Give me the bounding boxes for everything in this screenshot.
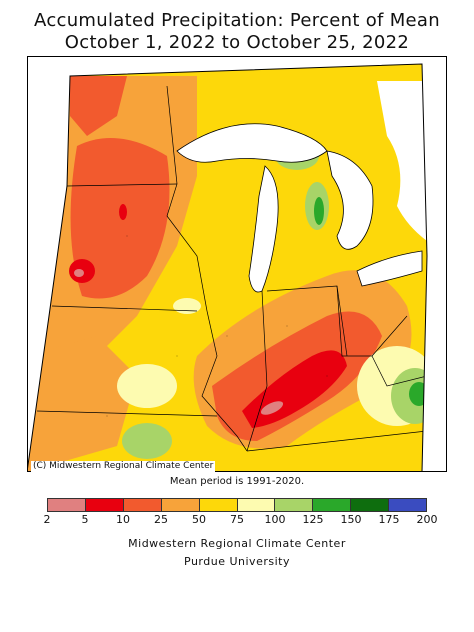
- legend-tick: 125: [302, 513, 324, 526]
- precipitation-map: [27, 56, 447, 472]
- legend-swatch: [161, 499, 200, 511]
- legend-swatch: [85, 499, 124, 511]
- footer-organization: Midwestern Regional Climate Center: [128, 537, 346, 550]
- legend-swatch: [123, 499, 162, 511]
- legend-tick: 175: [378, 513, 400, 526]
- footer-university: Purdue University: [184, 555, 290, 568]
- legend-tick: 2: [43, 513, 51, 526]
- legend-swatch: [48, 499, 86, 511]
- map-date-range: October 1, 2022 to October 25, 2022: [64, 32, 410, 53]
- legend-tick: 100: [264, 513, 286, 526]
- legend-tick: 150: [340, 513, 362, 526]
- color-legend: [47, 498, 427, 512]
- legend-tick: 10: [116, 513, 130, 526]
- legend-swatch: [389, 499, 427, 511]
- legend-tick: 200: [416, 513, 438, 526]
- legend-swatch: [237, 499, 276, 511]
- legend-swatch: [313, 499, 352, 511]
- legend-tick: 25: [154, 513, 168, 526]
- legend-swatch: [351, 499, 390, 511]
- legend-tick: 5: [81, 513, 89, 526]
- legend-tick: 75: [230, 513, 244, 526]
- legend-swatch: [199, 499, 238, 511]
- legend-swatch: [275, 499, 314, 511]
- legend-tick: 50: [192, 513, 206, 526]
- map-title: Accumulated Precipitation: Percent of Me…: [34, 10, 440, 31]
- copyright-credit: (C) Midwestern Regional Climate Center: [31, 461, 216, 472]
- mean-period-note: Mean period is 1991-2020.: [169, 476, 305, 487]
